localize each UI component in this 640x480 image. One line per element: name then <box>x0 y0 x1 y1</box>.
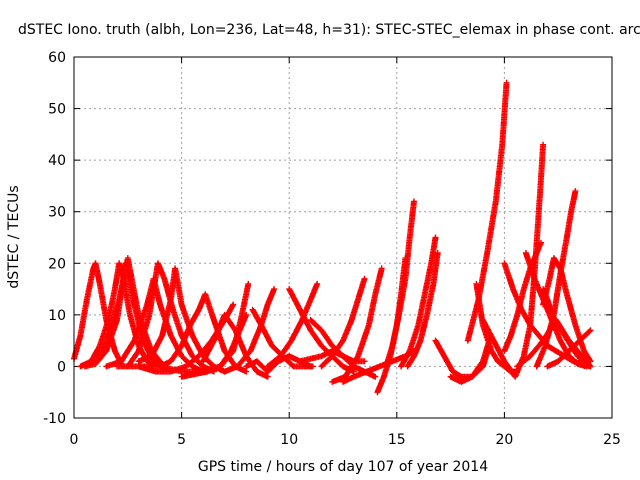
arc-markers <box>404 250 441 370</box>
x-tick-label: 5 <box>177 432 186 448</box>
y-tick-label: 40 <box>48 153 66 169</box>
x-axis-label: GPS time / hours of day 107 of year 2014 <box>198 459 488 475</box>
x-tick-label: 10 <box>280 432 298 448</box>
arc-10 <box>178 280 252 380</box>
x-tick-label: 15 <box>388 432 406 448</box>
y-tick-label: 30 <box>48 205 66 221</box>
arc-28 <box>464 79 510 344</box>
y-tick-label: -10 <box>43 411 66 427</box>
data-points <box>71 79 594 396</box>
arc-markers <box>540 255 594 365</box>
arc-markers <box>398 234 439 370</box>
arc-20 <box>329 265 385 385</box>
arc-markers <box>329 265 385 385</box>
arc-14 <box>249 306 316 370</box>
arc-markers <box>464 79 510 344</box>
arc-12 <box>221 286 278 375</box>
arc-markers <box>514 317 594 370</box>
arc-25 <box>404 250 441 370</box>
arc-11 <box>200 311 271 380</box>
arc-36 <box>540 255 594 365</box>
y-tick-label: 60 <box>48 50 66 66</box>
x-tick-label: 20 <box>495 432 513 448</box>
y-axis-label: dSTEC / TECUs <box>6 185 22 288</box>
chart-title: dSTEC Iono. truth (albh, Lon=236, Lat=48… <box>18 22 640 38</box>
arc-24 <box>398 234 439 370</box>
arc-markers <box>200 311 271 380</box>
y-tick-label: 20 <box>48 256 66 272</box>
arc-markers <box>178 280 252 380</box>
x-tick-label: 25 <box>603 432 621 448</box>
arc-markers <box>221 286 278 375</box>
arc-markers <box>249 306 316 370</box>
y-tick-label: 50 <box>48 102 66 118</box>
plot-frame <box>73 56 613 419</box>
arc-38 <box>514 317 594 370</box>
arc-markers <box>383 198 417 370</box>
y-tick-label: 10 <box>48 308 66 324</box>
x-tick-label: 0 <box>70 432 79 448</box>
arc-23 <box>383 198 417 370</box>
y-tick-label: 0 <box>57 359 66 375</box>
